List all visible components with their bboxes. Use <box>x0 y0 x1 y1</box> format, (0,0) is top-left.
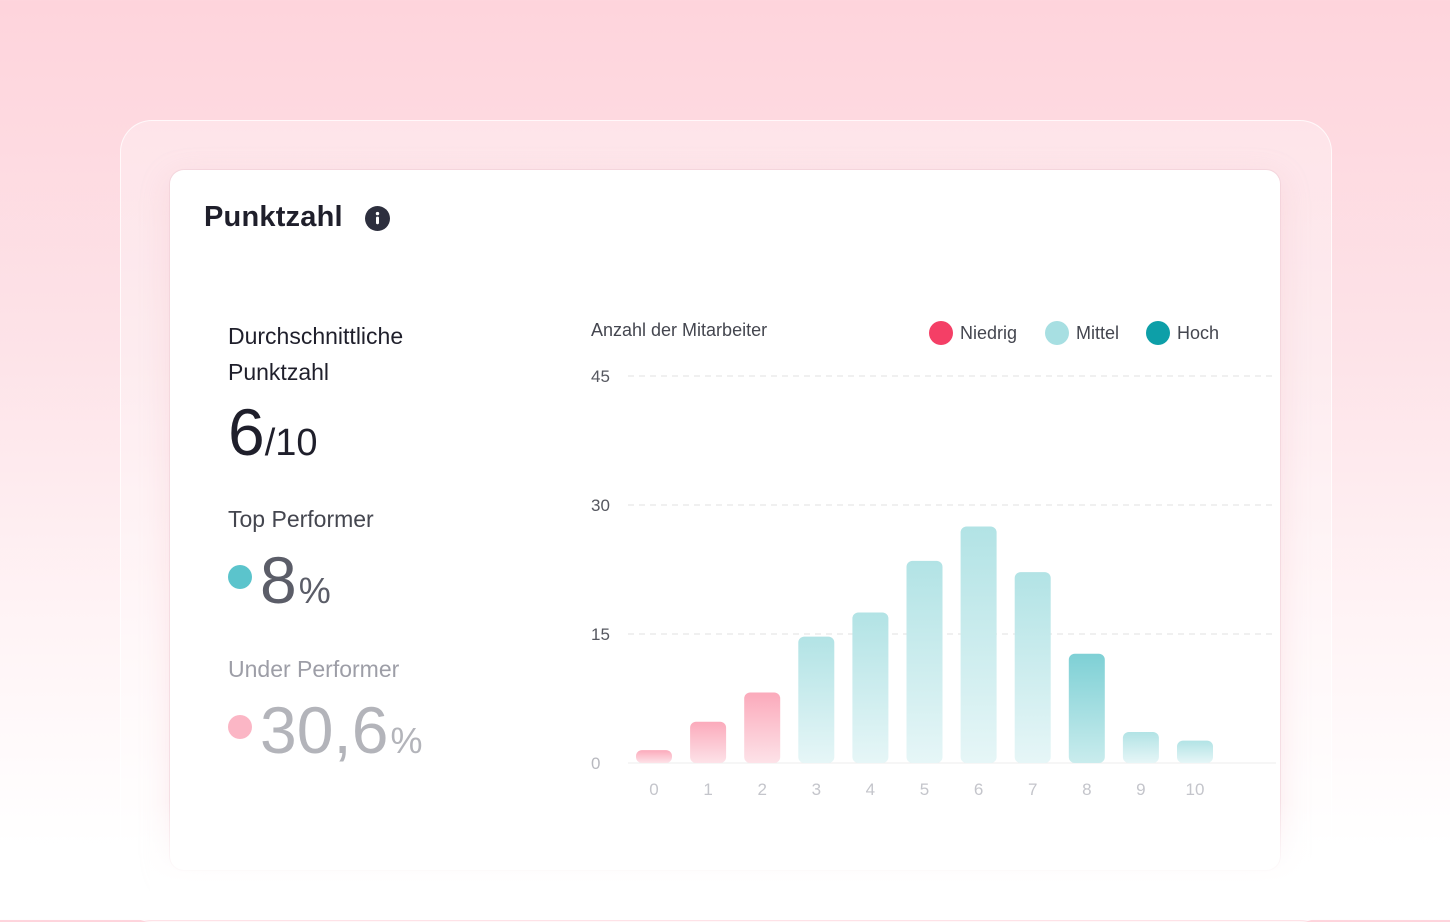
legend-item-hoch: Hoch <box>1146 320 1219 346</box>
y-axis-label: Anzahl der Mitarbeiter <box>591 320 768 340</box>
top-performer-number: 8 <box>260 543 297 617</box>
info-icon[interactable] <box>365 206 390 231</box>
legend-hoch-dot <box>1146 321 1170 345</box>
legend-mittel-label: Mittel <box>1076 322 1120 343</box>
legend-item-niedrig: Niedrig <box>929 320 1017 346</box>
legend-item-mittel: Mittel <box>1045 320 1119 346</box>
legend-niedrig-dot <box>929 321 953 345</box>
top-performer-value: 8 % <box>228 544 331 616</box>
under-performer-unit: % <box>390 720 423 761</box>
legend-niedrig-label: Niedrig <box>960 322 1018 343</box>
top-performer-label: Top Performer <box>228 506 374 532</box>
under-performer-dot <box>228 715 252 739</box>
average-score-label: Durchschnittliche Punktzahl <box>228 323 404 385</box>
top-performer-unit: % <box>298 570 331 611</box>
under-performer-value: 30,6 % <box>228 694 422 766</box>
legend-hoch-label: Hoch <box>1177 322 1220 343</box>
average-score-value: 6/10 <box>228 392 318 472</box>
legend-mittel-dot <box>1045 321 1069 345</box>
card-title: Punktzahl <box>204 201 343 233</box>
under-performer-number: 30,6 <box>260 693 389 767</box>
top-performer-dot <box>228 565 252 589</box>
average-score-scale: /10 <box>264 422 318 464</box>
average-score-number: 6 <box>228 395 265 469</box>
under-performer-label: Under Performer <box>228 656 400 682</box>
